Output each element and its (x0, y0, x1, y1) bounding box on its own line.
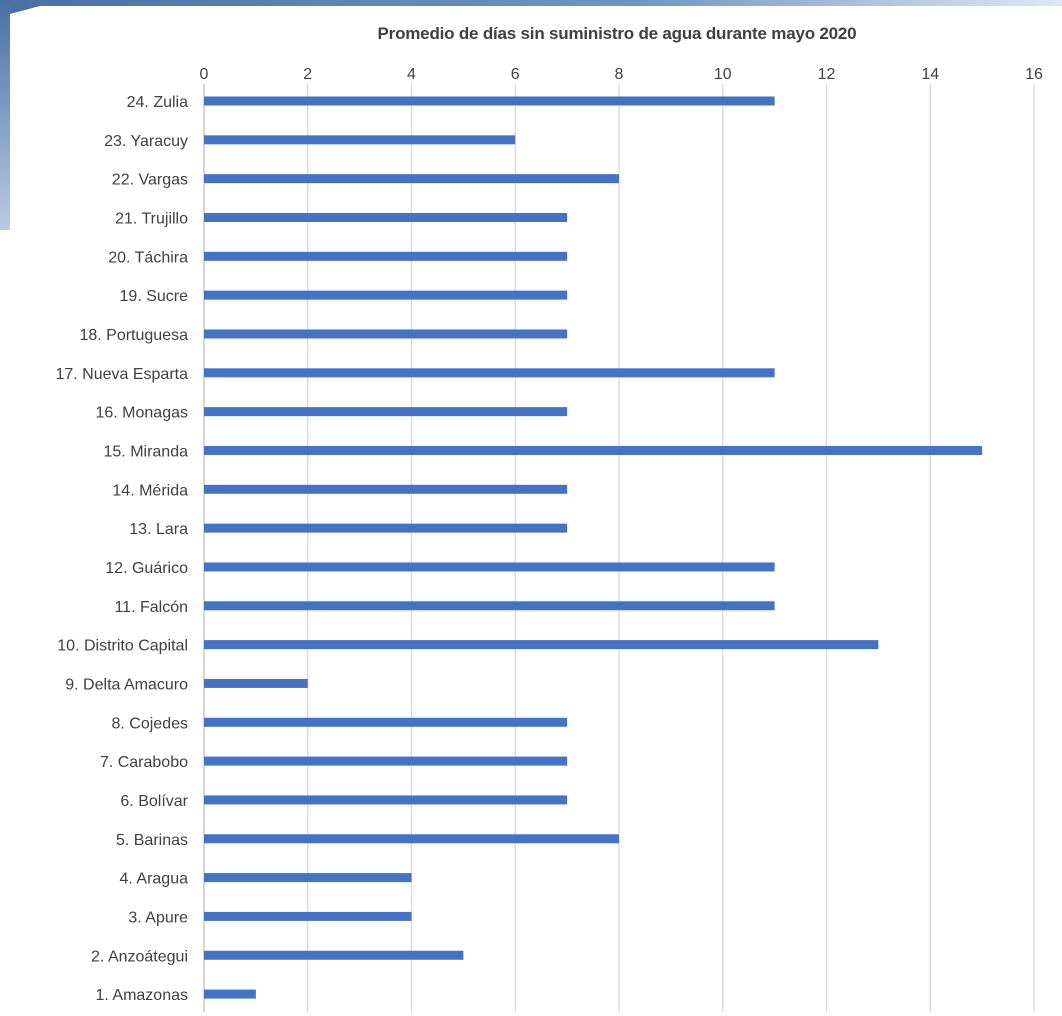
bar (204, 174, 619, 184)
x-axis-tick-labels: 0 2 4 6 8 10 12 14 16 (200, 66, 1043, 83)
bar (204, 329, 568, 339)
bar (204, 368, 775, 378)
category-label: 11. Falcón (114, 599, 188, 616)
bar (204, 640, 879, 650)
frame-top-decoration (0, 0, 1062, 14)
bar (204, 445, 983, 455)
bars (204, 96, 983, 999)
bar (204, 795, 568, 805)
category-label: 19. Sucre (120, 288, 189, 305)
bar (204, 96, 775, 106)
gridlines (203, 84, 1035, 1012)
category-label: 1. Amazonas (96, 987, 189, 1004)
category-label: 23. Yaracuy (104, 133, 188, 150)
category-label: 6. Bolívar (120, 793, 188, 810)
bar (204, 290, 568, 300)
x-tick-label: 14 (921, 66, 939, 83)
bar (204, 834, 619, 844)
category-label: 4. Aragua (120, 871, 189, 888)
category-label: 15. Miranda (104, 443, 189, 460)
category-label: 20. Táchira (108, 249, 188, 266)
category-label: 3. Apure (128, 909, 188, 926)
y-axis-category-labels: 24. Zulia 23. Yaracuy 22. Vargas 21. Trujil… (55, 94, 188, 1004)
category-label: 5. Barinas (116, 832, 188, 849)
chart-title: Promedio de días sin suministro de agua … (377, 24, 857, 43)
category-label: 12. Guárico (105, 560, 188, 577)
x-tick-label: 8 (615, 66, 624, 83)
x-tick-label: 6 (511, 66, 520, 83)
bar (204, 135, 516, 145)
category-label: 18. Portuguesa (79, 327, 188, 344)
bar (204, 950, 464, 960)
bar (204, 251, 568, 261)
x-tick-label: 4 (407, 66, 416, 83)
category-label: 9. Delta Amacuro (65, 676, 188, 693)
bar (204, 989, 256, 999)
frame-left-decoration (0, 0, 10, 230)
category-label: 2. Anzoátegui (91, 948, 188, 965)
bar (204, 911, 412, 921)
category-label: 24. Zulia (127, 94, 188, 111)
bar (204, 873, 412, 883)
bar (204, 407, 568, 417)
bar (204, 484, 568, 494)
bar (204, 756, 568, 766)
bar (204, 212, 568, 222)
x-tick-label: 10 (714, 66, 732, 83)
category-label: 7. Carabobo (100, 754, 188, 771)
category-label: 14. Mérida (112, 482, 188, 499)
category-label: 10. Distrito Capital (57, 638, 188, 655)
x-tick-label: 2 (303, 66, 312, 83)
x-tick-label: 16 (1025, 66, 1043, 83)
category-label: 13. Lara (129, 521, 188, 538)
bar (204, 678, 308, 688)
x-tick-label: 0 (200, 66, 209, 83)
bar (204, 601, 775, 611)
category-label: 17. Nueva Esparta (55, 366, 188, 383)
category-label: 16. Monagas (95, 405, 188, 422)
category-label: 22. Vargas (112, 172, 188, 189)
category-label: 8. Cojedes (112, 715, 189, 732)
category-label: 21. Trujillo (115, 210, 188, 227)
bar (204, 562, 775, 572)
x-tick-label: 12 (818, 66, 836, 83)
bar (204, 523, 568, 533)
bar (204, 717, 568, 727)
